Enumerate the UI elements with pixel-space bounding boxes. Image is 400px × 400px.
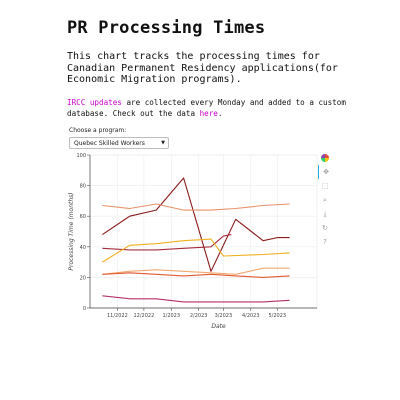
- reset-icon[interactable]: ↻: [322, 224, 328, 232]
- y-tick-label: 100: [76, 153, 86, 159]
- save-icon[interactable]: ⤓: [323, 209, 327, 218]
- data-note: IRCC updates are collected every Monday …: [67, 97, 367, 119]
- note-end: .: [217, 109, 223, 118]
- series-line-6: [102, 272, 290, 278]
- ircc-updates-link[interactable]: IRCC updates: [67, 98, 122, 107]
- processing-times-chart[interactable]: 0 20 40 60 80 100 11/2022 12/2022 1/2023 2/2023 3/…: [62, 150, 318, 335]
- series-line-5: [102, 267, 290, 275]
- data-here-link[interactable]: here: [199, 109, 218, 118]
- x-axis-label: Date: [211, 323, 226, 330]
- program-select-value: Quebec Skilled Workers: [74, 140, 145, 147]
- series-line-2: [102, 234, 232, 251]
- x-tick-label: 3/2023: [215, 313, 233, 319]
- y-tick-label: 20: [80, 275, 86, 281]
- program-select[interactable]: Quebec Skilled Workers ▼: [69, 137, 169, 149]
- y-tick-label: 60: [80, 214, 86, 220]
- x-tick-label: 4/2023: [242, 313, 260, 319]
- wheel-zoom-icon[interactable]: ⌕: [323, 195, 327, 204]
- box-zoom-icon[interactable]: ⬚: [321, 182, 329, 190]
- x-tick-label: 5/2023: [268, 313, 286, 319]
- intro-text: This chart tracks the processing times f…: [67, 51, 338, 85]
- y-tick-label: 80: [80, 184, 86, 190]
- page-title: PR Processing Times: [67, 18, 266, 38]
- series-line-4: [102, 238, 290, 263]
- help-icon[interactable]: ?: [323, 238, 327, 246]
- x-tick-label: 12/2022: [133, 313, 154, 319]
- x-tick-label: 2/2023: [190, 313, 208, 319]
- y-axis-label: Processing Time (months): [68, 192, 75, 270]
- x-tick-label: 1/2023: [162, 313, 180, 319]
- series-line-1: [102, 177, 290, 272]
- series-line-7: [102, 295, 290, 303]
- y-tick-label: 40: [80, 245, 86, 251]
- pan-icon[interactable]: ✥: [318, 165, 333, 179]
- bokeh-logo-icon[interactable]: [318, 151, 332, 165]
- program-select-label: Choose a program:: [69, 127, 127, 134]
- y-tick-label: 0: [83, 306, 86, 312]
- chart-toolbar: ✥ ⬚ ⌕ ⤓ ↻ ?: [318, 151, 336, 249]
- chevron-down-icon: ▼: [161, 140, 165, 146]
- note-text: are collected every Monday and added to …: [67, 98, 346, 118]
- x-tick-label: 11/2022: [107, 313, 128, 319]
- plot-area: [89, 154, 318, 309]
- series-line-3: [102, 203, 290, 211]
